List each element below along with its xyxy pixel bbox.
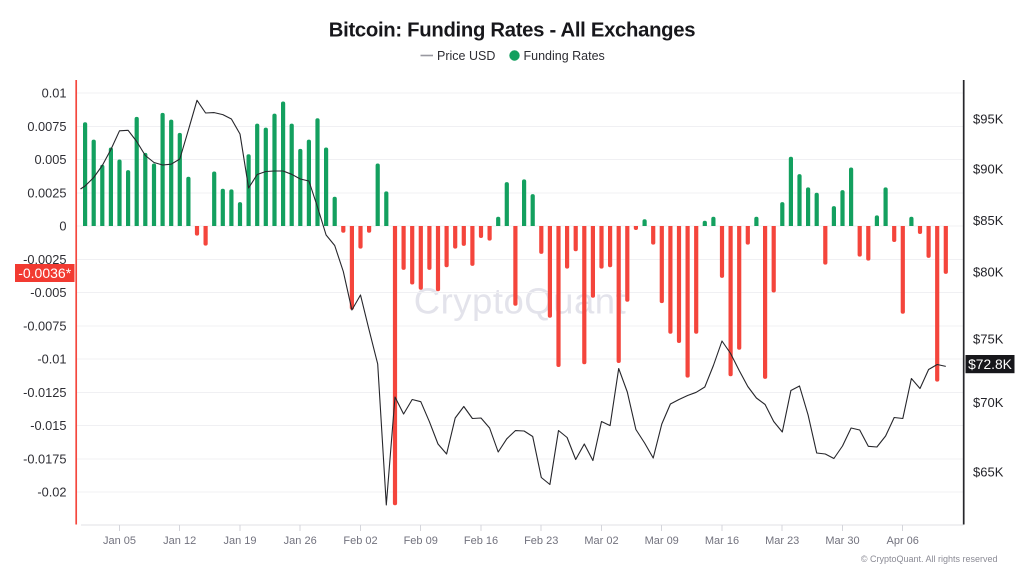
svg-text:CryptoQuant: CryptoQuant [414,281,626,322]
svg-text:-0.01: -0.01 [37,352,66,367]
svg-text:Jan 26: Jan 26 [284,535,317,547]
svg-text:$75K: $75K [973,332,1004,347]
svg-text:-0.0036*: -0.0036* [18,265,71,281]
svg-text:$72.8K: $72.8K [968,357,1013,372]
svg-text:$85K: $85K [973,213,1004,228]
svg-text:Mar 02: Mar 02 [584,535,618,547]
svg-text:$80K: $80K [973,265,1004,280]
svg-text:-0.02: -0.02 [37,485,66,500]
svg-text:$95K: $95K [973,112,1004,127]
svg-text:Feb 02: Feb 02 [343,535,377,547]
svg-text:Price USD: Price USD [437,49,495,63]
svg-text:Feb 09: Feb 09 [404,535,438,547]
svg-text:-0.015: -0.015 [30,418,66,433]
svg-text:Mar 16: Mar 16 [705,535,739,547]
svg-text:$65K: $65K [973,465,1004,480]
svg-text:Feb 23: Feb 23 [524,535,558,547]
svg-text:Jan 05: Jan 05 [103,535,136,547]
svg-text:0.005: 0.005 [34,152,66,167]
svg-text:0.0075: 0.0075 [27,119,66,134]
svg-text:0: 0 [59,219,66,234]
svg-text:Feb 16: Feb 16 [464,535,498,547]
svg-text:$70K: $70K [973,395,1004,410]
svg-text:$90K: $90K [973,162,1004,177]
svg-text:0.01: 0.01 [42,86,67,101]
svg-text:Bitcoin: Funding Rates - All E: Bitcoin: Funding Rates - All Exchanges [329,19,695,41]
svg-text:Jan 19: Jan 19 [223,535,256,547]
svg-text:-0.0075: -0.0075 [23,318,66,333]
svg-text:-0.005: -0.005 [30,285,66,300]
svg-text:Mar 30: Mar 30 [825,535,859,547]
svg-text:Apr 06: Apr 06 [886,535,918,547]
svg-text:0.0025: 0.0025 [27,185,66,200]
svg-text:-0.0125: -0.0125 [23,385,66,400]
svg-text:Funding Rates: Funding Rates [524,49,605,63]
svg-text:Mar 09: Mar 09 [645,535,679,547]
svg-text:Mar 23: Mar 23 [765,535,799,547]
svg-text:© CryptoQuant. All rights rese: © CryptoQuant. All rights reserved [861,554,998,564]
svg-text:-0.0175: -0.0175 [23,451,66,466]
svg-text:-0.0025: -0.0025 [23,252,66,267]
svg-text:Jan 12: Jan 12 [163,535,196,547]
